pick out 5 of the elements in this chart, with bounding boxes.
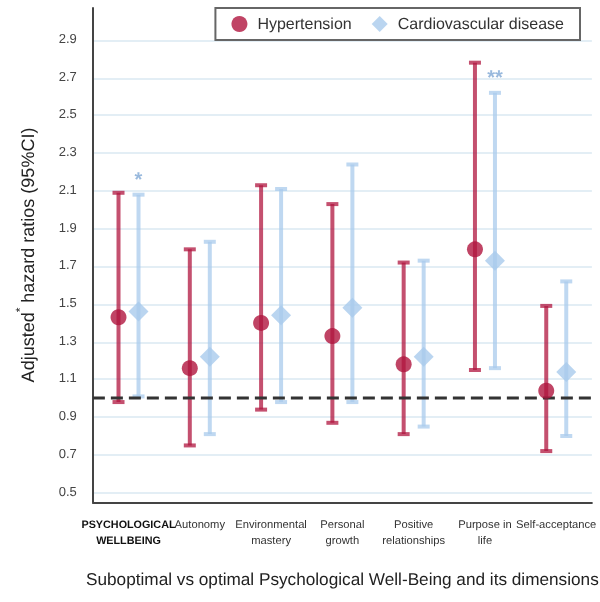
legend-label: Hypertension	[257, 15, 352, 33]
annotation: **	[487, 67, 503, 90]
annotation: *	[134, 169, 143, 192]
legend-label: Cardiovascular disease	[397, 15, 566, 33]
x-axis-title: Suboptimal vs optimal Psychological Well-Being and its dimensions	[86, 569, 599, 589]
